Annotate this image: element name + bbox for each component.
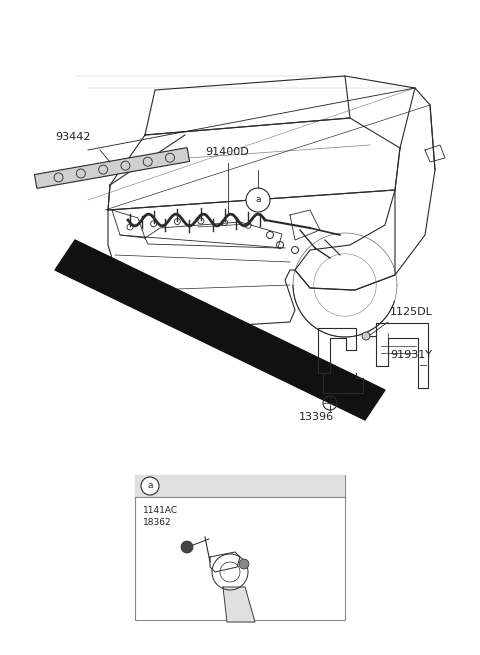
Circle shape — [141, 477, 159, 495]
Text: 1125DL: 1125DL — [390, 307, 433, 317]
Text: 91931Y: 91931Y — [390, 350, 432, 360]
Text: a: a — [255, 195, 261, 204]
Circle shape — [362, 332, 370, 340]
Polygon shape — [35, 147, 190, 189]
Circle shape — [246, 188, 270, 212]
Text: a: a — [147, 481, 153, 491]
Text: 18362: 18362 — [143, 518, 172, 527]
Text: 93442: 93442 — [55, 132, 91, 142]
Text: 1141AC: 1141AC — [143, 506, 178, 515]
Polygon shape — [223, 587, 255, 622]
Text: 91400D: 91400D — [205, 147, 249, 157]
Bar — [135, 475, 345, 497]
Text: 13396: 13396 — [299, 412, 334, 422]
Circle shape — [181, 541, 193, 553]
Circle shape — [239, 559, 249, 569]
Bar — [135, 475, 345, 620]
Polygon shape — [55, 240, 385, 420]
